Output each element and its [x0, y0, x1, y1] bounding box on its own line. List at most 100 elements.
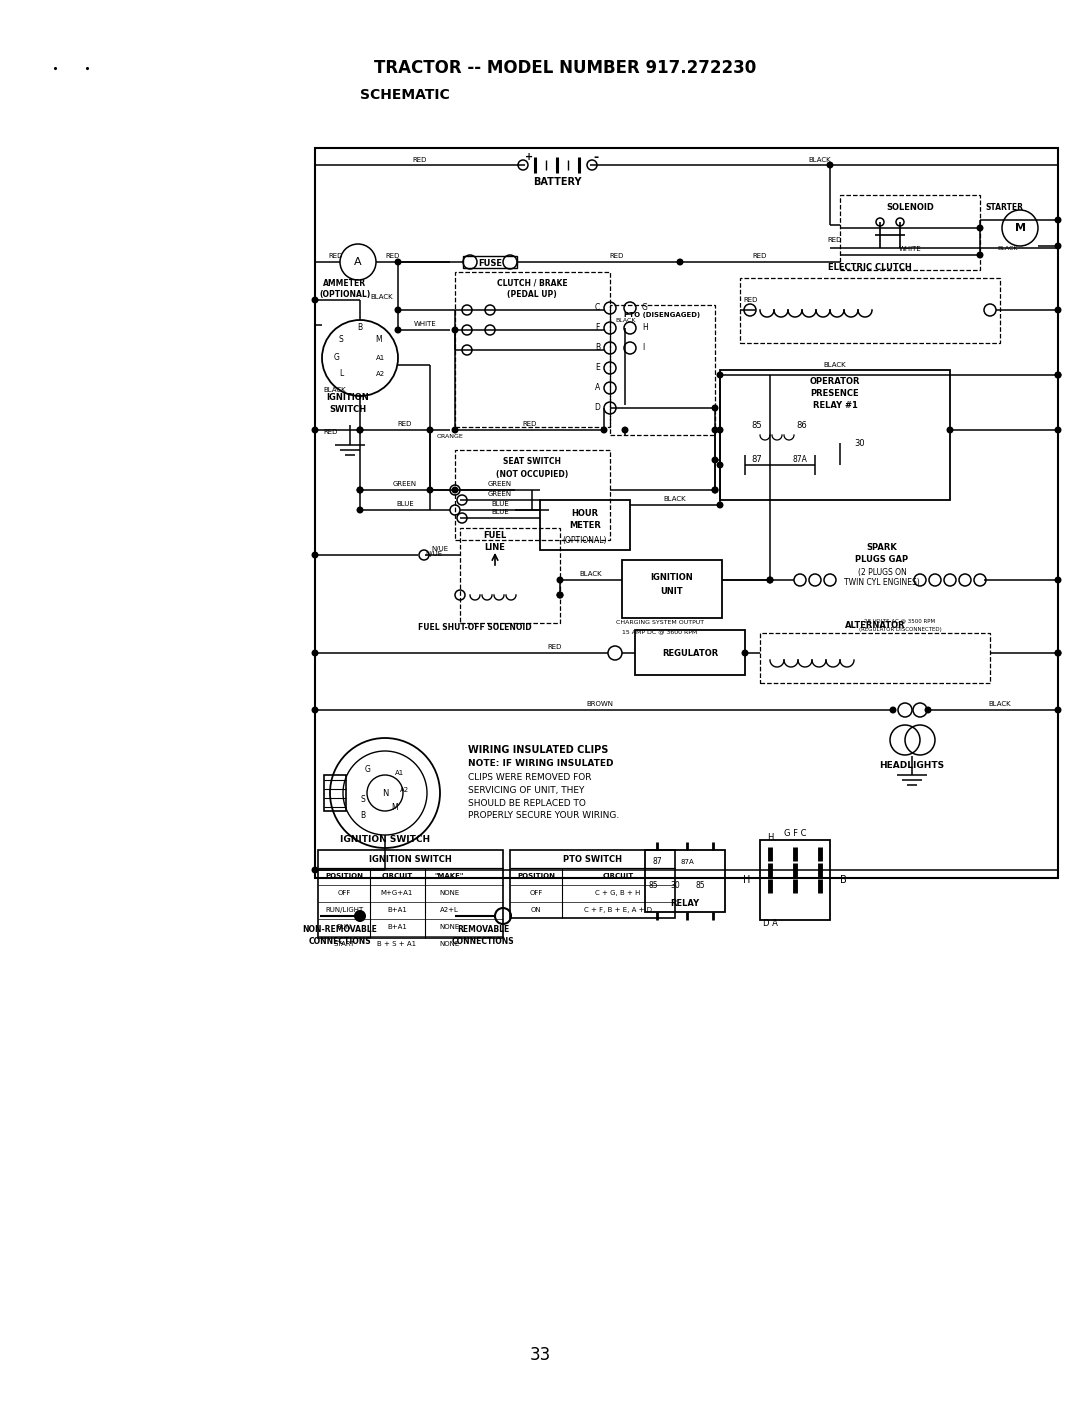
- Circle shape: [716, 461, 724, 468]
- Text: -: -: [593, 150, 598, 164]
- Circle shape: [356, 486, 364, 494]
- Text: RED: RED: [610, 252, 624, 259]
- Text: UNIT: UNIT: [661, 586, 684, 596]
- Circle shape: [676, 258, 684, 265]
- Text: CONNECTIONS: CONNECTIONS: [451, 937, 514, 945]
- Text: LINE: LINE: [485, 543, 505, 551]
- Circle shape: [716, 372, 724, 379]
- Text: SEAT SWITCH: SEAT SWITCH: [503, 457, 561, 467]
- Text: POSITION: POSITION: [325, 873, 363, 879]
- Text: RUN: RUN: [337, 924, 352, 930]
- Text: M: M: [1014, 223, 1026, 233]
- Bar: [463, 257, 517, 268]
- Circle shape: [742, 649, 748, 656]
- Text: BLACK: BLACK: [809, 157, 832, 163]
- Bar: [610, 306, 715, 435]
- Text: M+G+A1: M+G+A1: [381, 890, 414, 896]
- Text: RED: RED: [323, 429, 337, 435]
- Circle shape: [394, 307, 402, 314]
- Text: SERVICING OF UNIT, THEY: SERVICING OF UNIT, THEY: [468, 785, 584, 795]
- Text: 85: 85: [648, 880, 658, 889]
- Text: A2: A2: [376, 372, 384, 377]
- Text: SHOULD BE REPLACED TO: SHOULD BE REPLACED TO: [468, 799, 585, 808]
- Text: B: B: [357, 322, 363, 331]
- Text: F: F: [596, 324, 600, 332]
- Text: RED: RED: [413, 157, 428, 163]
- Text: BLACK: BLACK: [615, 317, 635, 322]
- Text: (PEDAL UP): (PEDAL UP): [508, 290, 557, 300]
- Text: IGNITION: IGNITION: [650, 573, 693, 582]
- Text: REGULATOR: REGULATOR: [662, 649, 718, 658]
- Text: NONE: NONE: [438, 890, 459, 896]
- Text: CHARGING SYSTEM OUTPUT: CHARGING SYSTEM OUTPUT: [616, 621, 704, 625]
- Bar: [315, 149, 1058, 878]
- Text: 28 VOLTS AC @ 3500 RPM: 28 VOLTS AC @ 3500 RPM: [864, 618, 935, 624]
- Text: L: L: [339, 369, 343, 377]
- Text: G: G: [642, 303, 648, 313]
- Text: FUEL SHUT-OFF SOLENOID: FUEL SHUT-OFF SOLENOID: [418, 624, 531, 632]
- Text: ORANGE: ORANGE: [437, 435, 463, 439]
- Circle shape: [356, 506, 364, 513]
- Text: B + S + A1: B + S + A1: [377, 941, 417, 946]
- Text: BROWN: BROWN: [586, 701, 613, 707]
- Text: (OPTIONAL): (OPTIONAL): [320, 289, 370, 299]
- Text: TWIN CYL ENGINES): TWIN CYL ENGINES): [845, 579, 920, 587]
- Text: "MAKE": "MAKE": [434, 873, 463, 879]
- Bar: [622, 559, 723, 618]
- Text: N/UE: N/UE: [431, 545, 448, 552]
- Text: CIRCUIT: CIRCUIT: [381, 873, 413, 879]
- Text: PLUGS GAP: PLUGS GAP: [855, 555, 908, 565]
- Circle shape: [311, 866, 319, 873]
- Text: 86: 86: [797, 421, 808, 429]
- Bar: [510, 850, 675, 918]
- Text: H: H: [743, 875, 750, 885]
- Text: SCHEMATIC: SCHEMATIC: [360, 88, 449, 102]
- Text: BATTERY: BATTERY: [532, 177, 581, 186]
- Circle shape: [712, 426, 718, 433]
- Text: FUEL: FUEL: [484, 530, 507, 540]
- Text: SOLENOID: SOLENOID: [886, 203, 934, 213]
- Text: IGNITION SWITCH: IGNITION SWITCH: [340, 836, 430, 844]
- Text: H: H: [767, 833, 773, 841]
- Circle shape: [394, 258, 402, 265]
- Text: PTO (DISENGAGED): PTO (DISENGAGED): [624, 313, 700, 318]
- Circle shape: [427, 426, 433, 433]
- Text: 33: 33: [529, 1346, 551, 1364]
- Text: (REGULATOR DISCONNECTED): (REGULATOR DISCONNECTED): [859, 628, 942, 632]
- Text: C + F, B + E, A + D: C + F, B + E, A + D: [584, 907, 652, 913]
- Bar: [540, 501, 630, 550]
- Text: START: START: [334, 941, 354, 946]
- Text: N: N: [382, 788, 388, 798]
- Bar: [324, 775, 346, 810]
- Text: B: B: [361, 810, 365, 820]
- Text: B: B: [840, 875, 847, 885]
- Text: RELAY: RELAY: [671, 900, 700, 908]
- Circle shape: [716, 426, 724, 433]
- Text: D A: D A: [762, 920, 778, 928]
- Circle shape: [976, 224, 984, 231]
- Text: BLUE: BLUE: [491, 509, 509, 515]
- Circle shape: [767, 576, 773, 583]
- Text: 87A: 87A: [680, 859, 693, 865]
- Text: RED: RED: [397, 421, 413, 428]
- Circle shape: [712, 486, 718, 494]
- Bar: [760, 632, 990, 683]
- Circle shape: [1054, 649, 1062, 656]
- Text: OPERATOR: OPERATOR: [810, 377, 861, 387]
- Circle shape: [712, 457, 718, 464]
- Text: POSITION: POSITION: [517, 873, 555, 879]
- Text: RELAY #1: RELAY #1: [812, 401, 858, 411]
- Circle shape: [556, 576, 564, 583]
- Text: S: S: [339, 335, 343, 345]
- Text: STARTER: STARTER: [986, 203, 1024, 213]
- Text: RED: RED: [827, 237, 842, 243]
- Text: 87: 87: [752, 456, 762, 464]
- Bar: [318, 850, 503, 938]
- Circle shape: [356, 426, 364, 433]
- Text: D: D: [594, 404, 600, 412]
- Bar: [635, 629, 745, 674]
- Text: A: A: [354, 257, 362, 266]
- Circle shape: [1054, 372, 1062, 379]
- Circle shape: [976, 251, 984, 258]
- Text: FUSE: FUSE: [478, 258, 502, 268]
